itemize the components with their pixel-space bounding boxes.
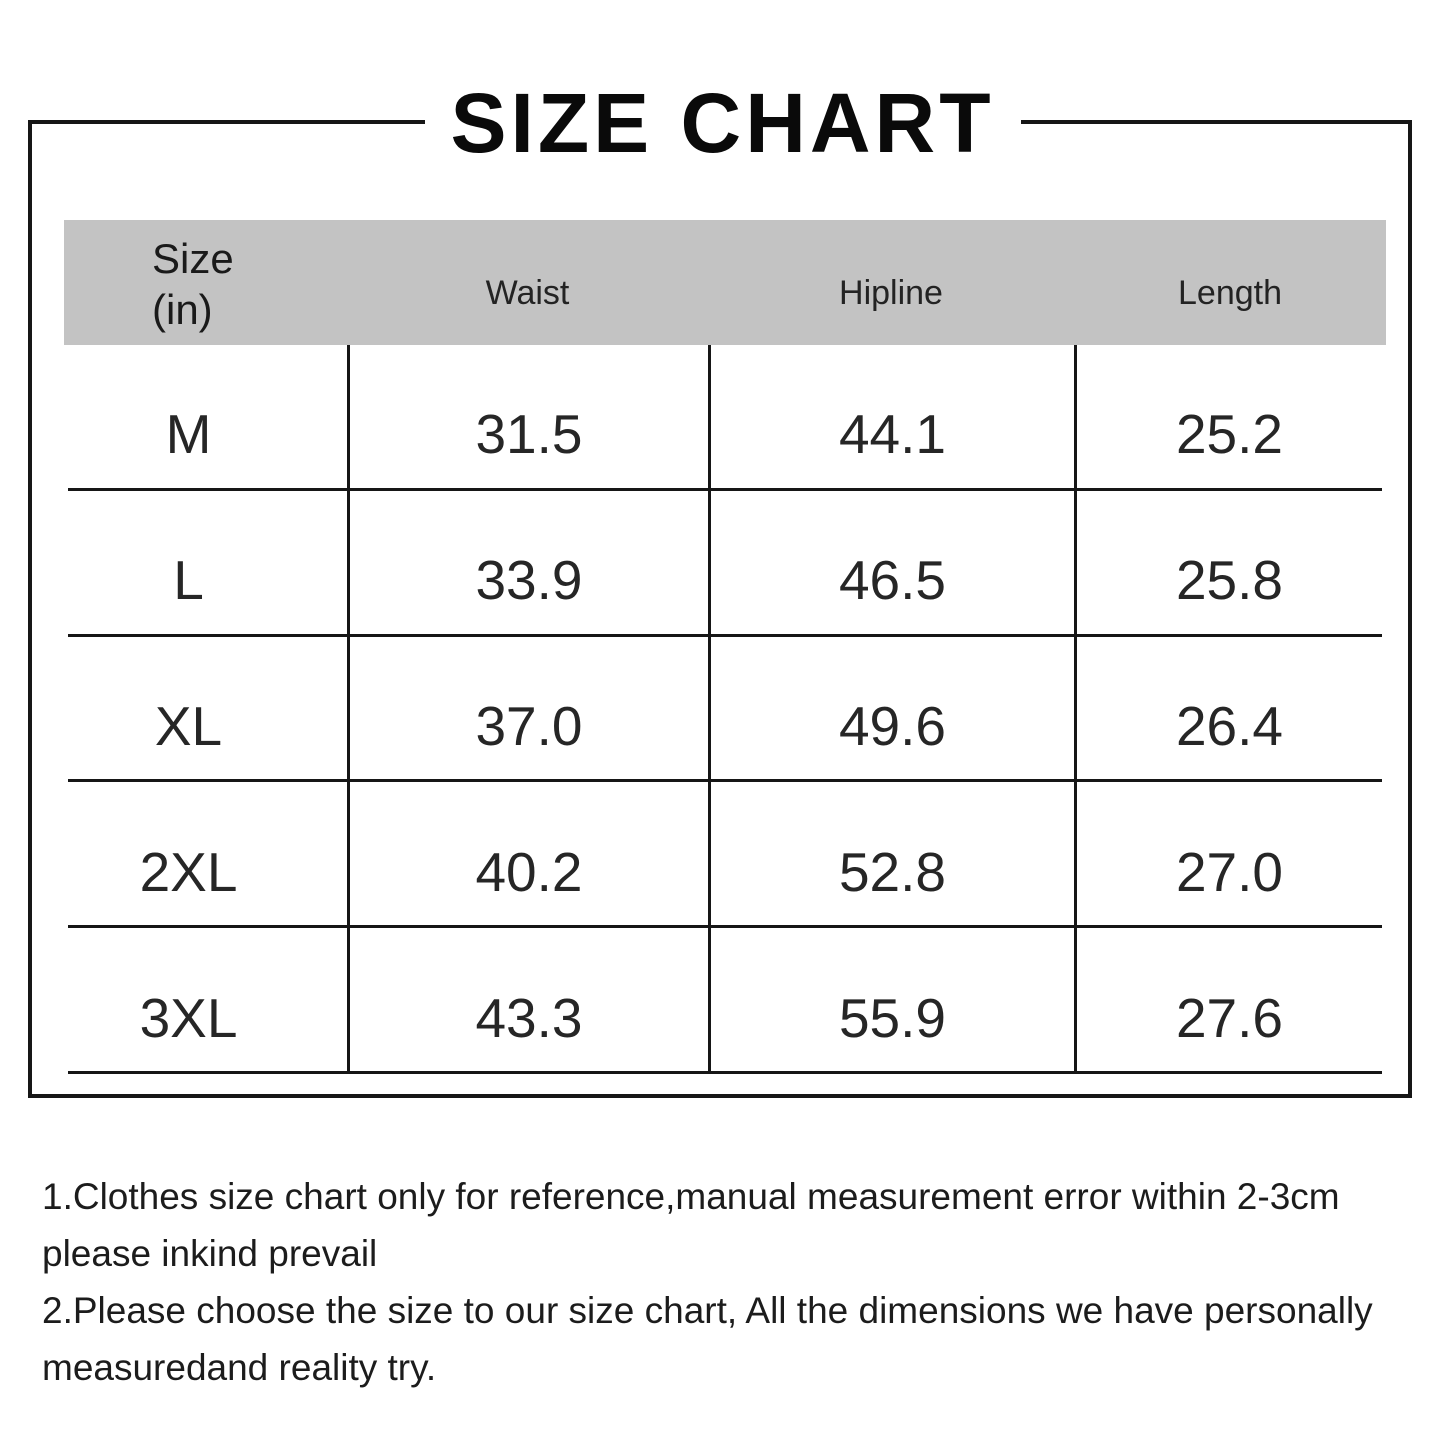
size-header-line1: Size: [152, 235, 234, 282]
column-header-waist: Waist: [485, 273, 570, 312]
column-header-length: Length: [1178, 273, 1282, 312]
size-header: Size (in): [152, 233, 234, 335]
hipline-cell-2xl: 52.8: [708, 782, 1074, 929]
size-cell-2xl: 2XL: [68, 782, 347, 929]
waist-cell-xl: 37.0: [347, 636, 708, 783]
table-header-row: Size (in) Waist Hipline Length: [64, 220, 1386, 345]
hipline-cell-m: 44.1: [708, 345, 1074, 491]
waist-cell-3xl: 43.3: [347, 928, 708, 1074]
length-cell-l: 25.8: [1074, 490, 1382, 637]
length-cell-2xl: 27.0: [1074, 782, 1382, 929]
hipline-cell-l: 46.5: [708, 490, 1074, 637]
length-cell-xl: 26.4: [1074, 636, 1382, 783]
waist-cell-m: 31.5: [347, 345, 708, 491]
waist-cell-2xl: 40.2: [347, 782, 708, 929]
size-header-line2: (in): [152, 286, 213, 333]
footnote-2-line-1: 2.Please choose the size to our size cha…: [42, 1290, 1373, 1331]
hipline-cell-3xl: 55.9: [708, 928, 1074, 1074]
size-cell-3xl: 3XL: [68, 928, 347, 1074]
footnote-2-line-2: measuredand reality try.: [42, 1347, 437, 1388]
size-cell-xl: XL: [68, 637, 347, 783]
hipline-cell-xl: 49.6: [708, 636, 1074, 783]
size-cell-l: L: [68, 491, 347, 637]
waist-cell-l: 33.9: [347, 490, 708, 637]
footnote-1-line-2: please inkind prevail: [42, 1233, 378, 1274]
column-header-hipline: Hipline: [839, 273, 943, 312]
page-title: SIZE CHART: [424, 76, 1021, 170]
footnotes: 1.Clothes size chart only for reference,…: [42, 1168, 1373, 1396]
length-cell-3xl: 27.6: [1074, 928, 1382, 1074]
table-body: M 31.5 44.1 25.2 L 33.9 46.5 25.8 XL 37.…: [68, 345, 1382, 1074]
column-header-size: Size (in): [64, 220, 347, 345]
footnote-1-line-1: 1.Clothes size chart only for reference,…: [42, 1176, 1340, 1217]
length-cell-m: 25.2: [1074, 345, 1382, 491]
size-cell-m: M: [68, 345, 347, 491]
